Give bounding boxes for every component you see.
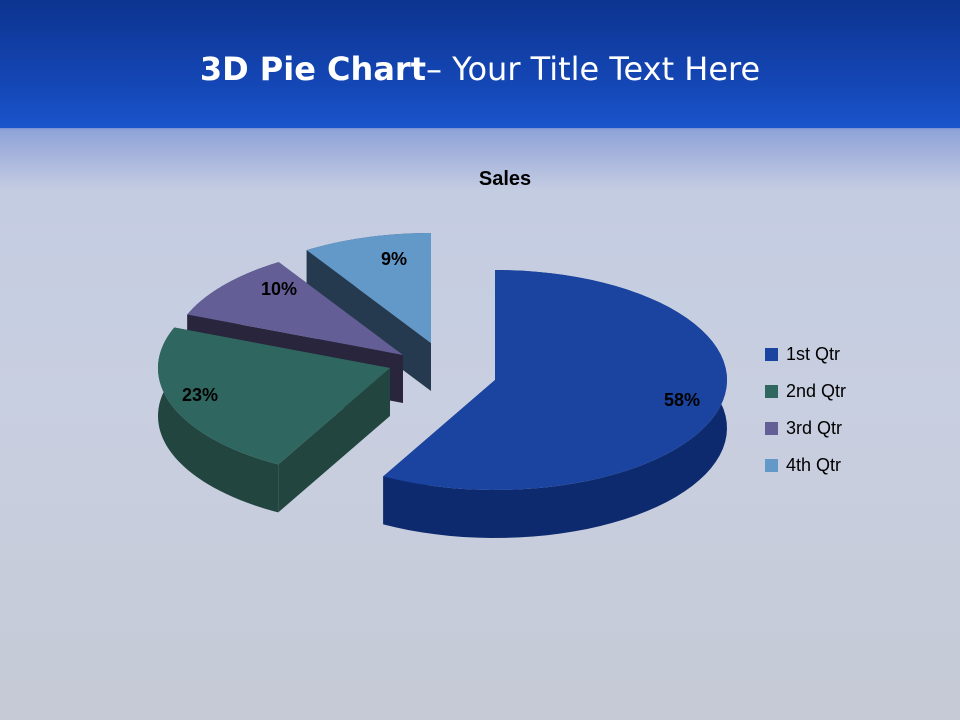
legend-swatch <box>765 459 778 472</box>
slide-title-rest: – Your Title Text Here <box>425 50 761 88</box>
slice-side-outer <box>158 327 279 513</box>
legend: 1st Qtr 2nd Qtr 3rd Qtr 4th Qtr <box>765 336 846 484</box>
legend-label: 1st Qtr <box>786 344 841 364</box>
pie-slice-3rd-qtr <box>187 262 403 355</box>
legend-item-1st-qtr: 1st Qtr <box>765 336 846 373</box>
pie-slice-2nd-qtr <box>158 327 390 465</box>
pie-slice-1st-qtr <box>383 270 727 490</box>
data-label: 58% <box>664 390 700 410</box>
legend-swatch <box>765 422 778 435</box>
slide-title-bold: 3D Pie Chart <box>199 50 426 88</box>
legend-swatch <box>765 385 778 398</box>
data-label: 9% <box>381 249 407 269</box>
data-label: 10% <box>261 279 297 299</box>
legend-label: 2nd Qtr <box>786 381 847 401</box>
pie-slice-4th-qtr <box>306 233 431 343</box>
legend-label: 3rd Qtr <box>786 418 843 438</box>
legend-swatch <box>765 348 778 361</box>
chart-title: Sales <box>478 168 532 190</box>
legend-label: 4th Qtr <box>786 455 842 475</box>
legend-item-3rd-qtr: 3rd Qtr <box>765 410 846 447</box>
header-bar <box>0 0 960 128</box>
data-label: 23% <box>182 385 218 405</box>
legend-item-4th-qtr: 4th Qtr <box>765 447 846 484</box>
slide-title: 3D Pie Chart– Your Title Text Here <box>0 50 960 88</box>
legend-item-2nd-qtr: 2nd Qtr <box>765 373 846 410</box>
